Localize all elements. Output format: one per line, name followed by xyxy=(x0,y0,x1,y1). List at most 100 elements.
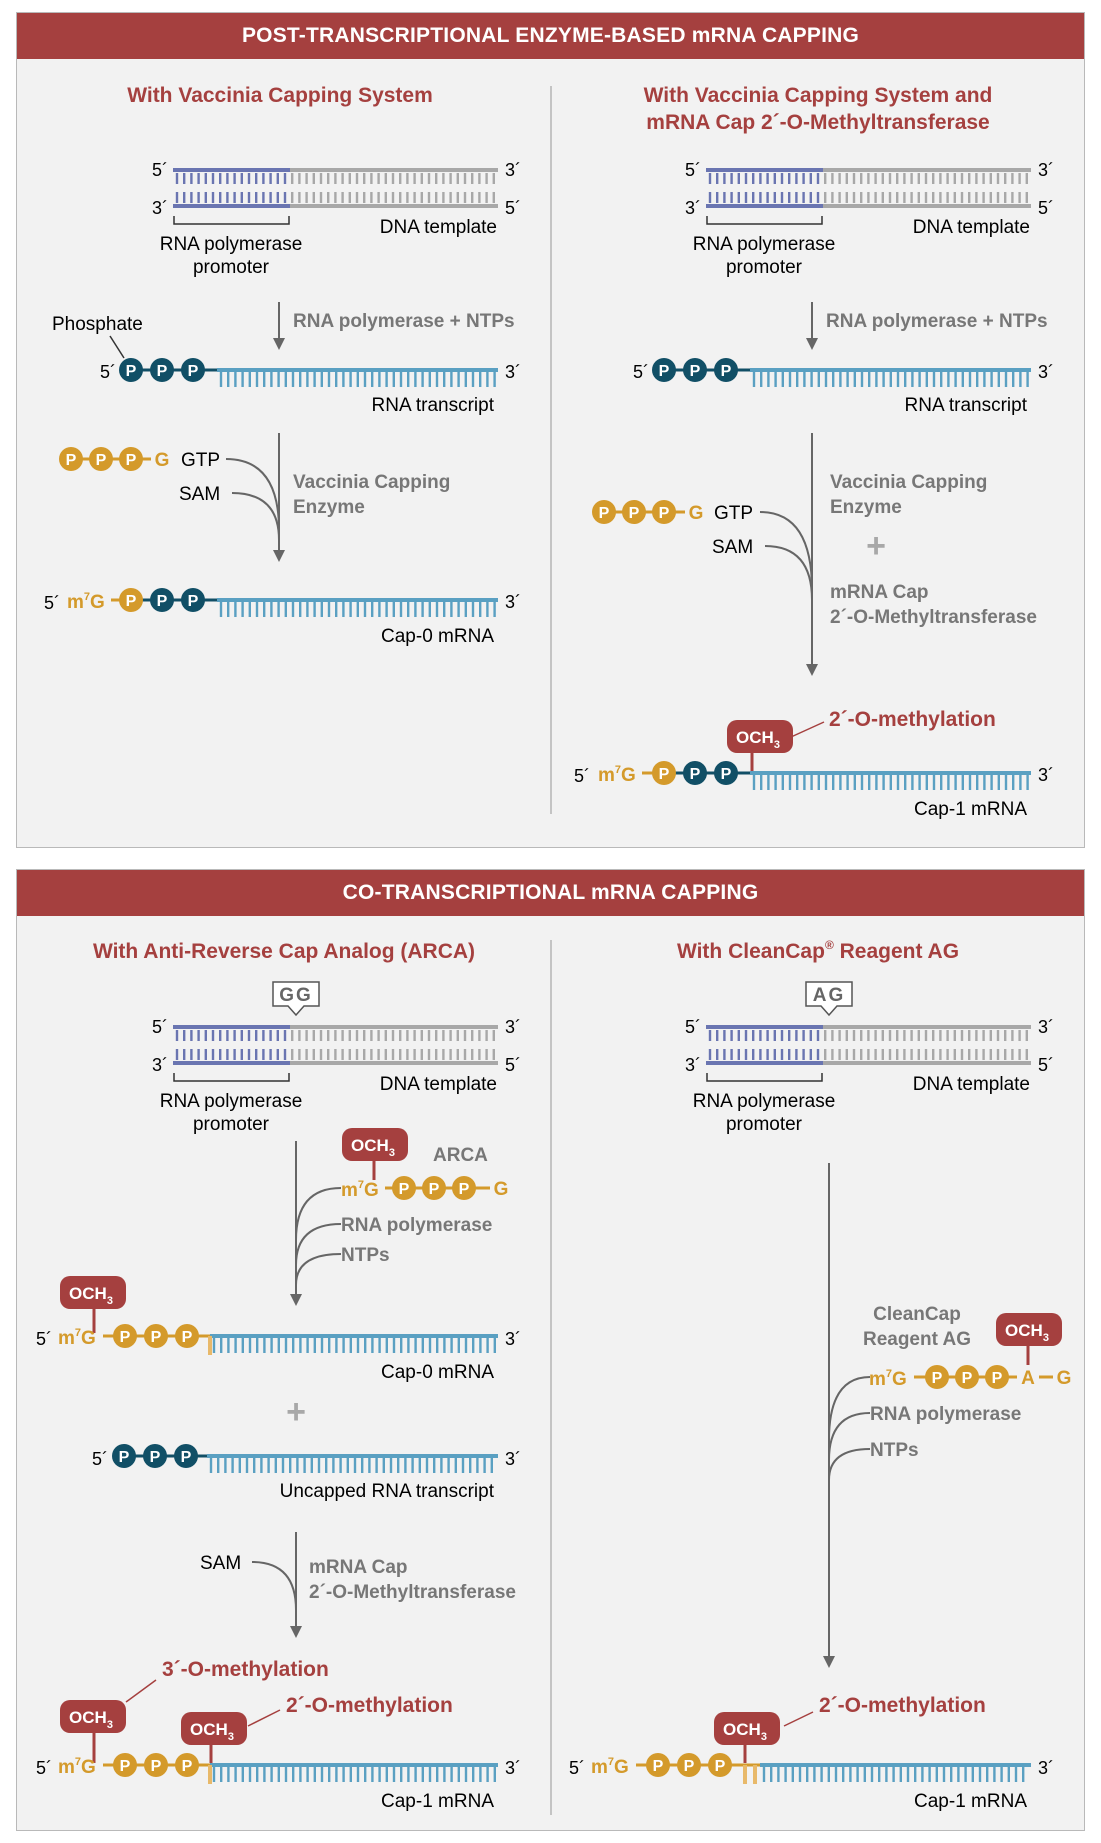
five-prime-label: 5´ xyxy=(569,1758,585,1778)
phosphate-disc xyxy=(144,1324,168,1348)
gtp-g: G xyxy=(689,503,704,524)
five-prime-label: 5´ xyxy=(92,1449,108,1469)
och3-badge: OCH3 xyxy=(714,1712,780,1763)
cap1-label: Cap-1 mRNA xyxy=(914,799,1027,820)
rnap-ntps-label: RNA polymerase + NTPs xyxy=(293,311,515,332)
m7g-label: m7G xyxy=(67,591,105,613)
phosphate-circle: P xyxy=(119,447,143,471)
phosphate-letter: P xyxy=(120,1758,131,1775)
promoter-label-line1: RNA polymerase xyxy=(693,234,836,255)
rna-transcript-strand xyxy=(750,368,1031,387)
phosphate-circle: P xyxy=(113,1753,137,1777)
phosphate-disc xyxy=(143,1444,167,1468)
phosphate-circle: P xyxy=(452,1176,476,1200)
gtp-label: GTP xyxy=(714,503,753,524)
mtase-label-line2: 2´-O-Methyltransferase xyxy=(830,607,1037,628)
phosphate-disc xyxy=(646,1753,670,1777)
vaccinia-title: With Vaccinia Capping System xyxy=(127,84,433,107)
mtase-label-line2: 2´-O-Methyltransferase xyxy=(309,1582,516,1603)
phosphate-letter: P xyxy=(119,1449,130,1466)
phosphate-disc xyxy=(708,1753,732,1777)
sam-merge-line xyxy=(251,1561,297,1611)
phosphate-disc xyxy=(714,358,738,382)
phosphate-disc xyxy=(113,1753,137,1777)
och3-badge: OCH3 xyxy=(727,720,793,771)
och3-box xyxy=(181,1712,247,1745)
phosphate-circle: P xyxy=(113,1324,137,1348)
phosphate-circle: P xyxy=(112,1444,136,1468)
five-prime-label: 5´ xyxy=(685,1017,701,1037)
mtase-label-line1: mRNA Cap xyxy=(309,1557,408,1578)
phosphate-letter: P xyxy=(188,593,199,610)
och3-box xyxy=(996,1313,1062,1346)
phosphate-circle: P xyxy=(174,1444,198,1468)
phosphate-letter: P xyxy=(120,1329,131,1346)
three-prime-label: 3´ xyxy=(505,362,521,382)
three-prime-label: 3´ xyxy=(505,160,521,180)
m7g-label: m7G xyxy=(58,1756,96,1778)
phosphate-letter: P xyxy=(126,363,137,380)
phosphate-letter: P xyxy=(690,363,701,380)
plus-sign: + xyxy=(866,527,886,565)
g-letter-bg xyxy=(1053,1365,1075,1389)
arrow-head xyxy=(273,550,285,562)
phosphate-circle: P xyxy=(181,588,205,612)
five-prime-label: 5´ xyxy=(1038,198,1054,218)
rnap-merge-line xyxy=(295,1223,342,1266)
cleancap-a: A xyxy=(1021,1368,1035,1389)
five-prime-label: 5´ xyxy=(685,160,701,180)
phosphate-disc xyxy=(119,588,143,612)
och3-label: OCH3 xyxy=(736,728,780,751)
phosphate-disc xyxy=(955,1365,979,1389)
phosphate-circle: P xyxy=(150,358,174,382)
five-prime-label: 5´ xyxy=(44,593,60,613)
three-prime-label: 3´ xyxy=(1038,1758,1054,1778)
phosphate-circle: P xyxy=(59,447,83,471)
sam-merge-line xyxy=(231,492,280,541)
phosphate-letter: P xyxy=(684,1758,695,1775)
dna-template-label: DNA template xyxy=(380,1074,497,1095)
arca-merge-line xyxy=(295,1187,342,1241)
promoter-label-line2: promoter xyxy=(726,257,803,278)
vaccinia-mtase-title-line2: mRNA Cap 2´-O-Methyltransferase xyxy=(646,111,989,134)
phosphate-letter: P xyxy=(181,1449,192,1466)
arca-title: With Anti-Reverse Cap Analog (ARCA) xyxy=(93,940,475,963)
sam-merge-line xyxy=(764,545,813,601)
phosphate-disc xyxy=(89,447,113,471)
ntps-label: NTPs xyxy=(341,1245,390,1266)
phosphate-circle: P xyxy=(175,1324,199,1348)
phosphate-disc xyxy=(144,1753,168,1777)
phosphate-disc xyxy=(683,761,707,785)
phosphate-letter: P xyxy=(66,452,77,469)
phosphate-letter: P xyxy=(96,452,107,469)
ntps-merge-line xyxy=(295,1253,342,1286)
five-prime-label: 5´ xyxy=(505,198,521,218)
gg-box xyxy=(272,981,320,1017)
methylation-pointer xyxy=(783,1711,814,1727)
phosphate-letter: P xyxy=(659,363,670,380)
three-prime-label: 3´ xyxy=(505,1329,521,1349)
gtp-merge-line xyxy=(759,511,813,591)
gtp-merge-line xyxy=(225,458,280,531)
a-letter-bg xyxy=(1017,1365,1039,1389)
phosphate-letter: P xyxy=(659,505,670,522)
three-prime-label: 3´ xyxy=(505,1449,521,1469)
phosphate-circle: P xyxy=(677,1753,701,1777)
gtp-g: G xyxy=(155,450,170,471)
phosphate-circle: P xyxy=(925,1365,949,1389)
och3-label: OCH3 xyxy=(723,1720,767,1743)
g-letter-bg xyxy=(490,1176,512,1200)
three-prime-label: 3´ xyxy=(152,1055,168,1075)
three-prime-label: 3´ xyxy=(1038,362,1054,382)
phosphate-disc xyxy=(175,1753,199,1777)
three-prime-label: 3´ xyxy=(505,1017,521,1037)
five-prime-label: 5´ xyxy=(100,362,116,382)
three-prime-label: 3´ xyxy=(505,592,521,612)
phosphate-letter: P xyxy=(188,363,199,380)
two-o-methylation-label: 2´-O-methylation xyxy=(819,1694,986,1717)
phosphate-disc xyxy=(652,500,676,524)
rna-transcript-strand xyxy=(217,598,498,617)
ntps-label: NTPs xyxy=(870,1440,919,1461)
phosphate-circle: P xyxy=(119,358,143,382)
